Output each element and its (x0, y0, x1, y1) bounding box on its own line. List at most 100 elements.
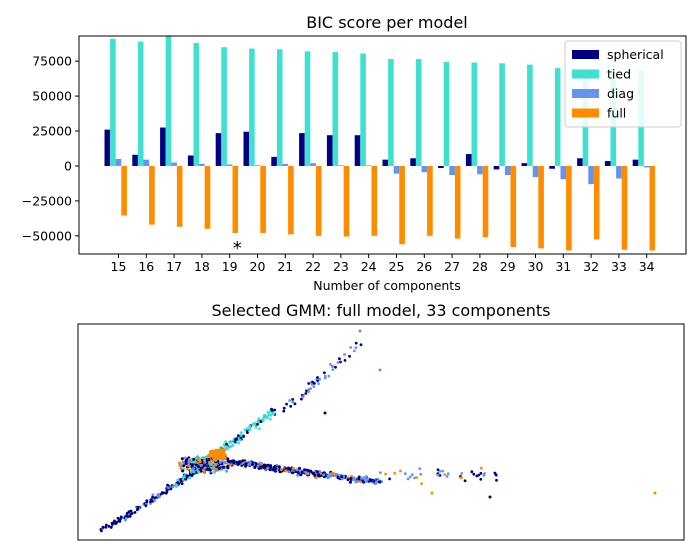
scatter-point (213, 456, 218, 460)
bar-plot-frame (78, 35, 687, 255)
bar-spherical-22 (299, 133, 305, 166)
scatter-point (273, 408, 277, 412)
scatter-point (357, 477, 361, 481)
legend-swatch-tied (572, 69, 599, 79)
scatter-point (323, 411, 327, 415)
scatter-point (115, 520, 119, 524)
legend-swatch-spherical (572, 50, 599, 59)
bar-spherical-24 (354, 135, 361, 166)
scatter-point (274, 467, 278, 471)
scatter-point (119, 517, 122, 521)
bar-tied-21 (276, 49, 283, 166)
bar-diag-29 (504, 165, 511, 176)
scatter-point (107, 524, 111, 528)
scatter-point (187, 458, 191, 462)
legend-label-spherical: spherical (607, 47, 664, 62)
bar-spherical-33 (604, 161, 611, 166)
x-tick-label: 28 (472, 259, 488, 274)
scatter-point (201, 456, 205, 459)
scatter-point (270, 407, 273, 411)
scatter-point (126, 515, 130, 518)
scatter-point (187, 460, 191, 464)
bar-diag-26 (421, 165, 428, 173)
scatter-point (253, 466, 257, 469)
scatter-point (112, 521, 115, 525)
bar-tied-27 (443, 61, 450, 166)
bar-diag-19 (226, 164, 233, 166)
scatter-point (225, 469, 229, 473)
scatter-point (191, 467, 195, 471)
scatter-point (296, 471, 300, 475)
scatter-point (479, 471, 483, 475)
scatter-point (185, 474, 189, 477)
scatter-point (180, 482, 184, 485)
scatter-point (312, 385, 316, 388)
scatter-point (343, 359, 347, 362)
x-tick-label: 16 (138, 259, 154, 274)
scatter-point (179, 463, 183, 467)
scatter-point (339, 360, 342, 364)
bar-chart-xlabel: Number of components (313, 278, 460, 293)
scatter-point (307, 469, 311, 473)
scatter-point (378, 368, 382, 372)
y-tick-label: 25000 (32, 124, 72, 139)
scatter-point (470, 470, 474, 474)
scatter-point (176, 478, 180, 482)
bar-spherical-20 (243, 131, 250, 166)
bar-diag-33 (616, 165, 622, 179)
scatter-point (420, 482, 424, 486)
scatter-point (358, 329, 362, 333)
scatter-point (218, 460, 222, 464)
scatter-point (399, 469, 402, 473)
x-tick-label: 24 (361, 259, 377, 274)
scatter-point (136, 507, 140, 511)
bar-spherical-21 (271, 156, 277, 166)
bar-tied-22 (304, 51, 311, 166)
bar-diag-32 (588, 165, 594, 185)
scatter-point (312, 472, 315, 476)
bar-diag-15 (115, 158, 122, 166)
x-tick-label: 29 (500, 259, 516, 274)
scatter-point (326, 475, 330, 478)
scatter-point (211, 461, 215, 465)
scatter-point (263, 414, 266, 417)
scatter-point (323, 376, 327, 380)
scatter-point (214, 463, 218, 467)
y-tick-label: −50000 (22, 228, 72, 243)
scatter-point (197, 470, 201, 474)
bar-full-19 (232, 165, 239, 234)
scatter-point (295, 468, 299, 472)
scatter-point (119, 515, 123, 519)
scatter-point (233, 440, 237, 444)
scatter-point (261, 465, 265, 469)
bar-tied-25 (388, 59, 394, 166)
scatter-point (653, 491, 657, 495)
scatter-point (378, 480, 382, 484)
scatter-point (483, 472, 487, 475)
scatter-point (340, 475, 344, 479)
scatter-point (259, 420, 263, 423)
x-tick-label: 15 (111, 259, 127, 274)
scatter-point (436, 473, 440, 477)
x-tick-label: 23 (333, 259, 349, 274)
scatter-point (231, 443, 235, 447)
bar-tied-20 (249, 48, 255, 166)
scatter-point (268, 468, 272, 472)
y-tick-label: 0 (64, 158, 72, 173)
scatter-point (222, 461, 226, 465)
x-tick-label: 27 (444, 259, 460, 274)
scatter-point (301, 395, 305, 399)
scatter-point (136, 505, 140, 509)
bar-diag-21 (282, 163, 289, 166)
scatter-point (438, 470, 442, 473)
x-tick-label: 34 (639, 259, 655, 274)
scatter-point (182, 475, 185, 478)
scatter-point (289, 404, 293, 408)
scatter-point (197, 465, 201, 469)
gmm-scatter-chart: Selected GMM: full model, 33 components (77, 301, 685, 541)
scatter-point (184, 459, 188, 462)
scatter-point (475, 474, 479, 478)
bar-spherical-15 (104, 129, 111, 166)
scatter-point (315, 470, 319, 474)
scatter-point (182, 464, 186, 468)
